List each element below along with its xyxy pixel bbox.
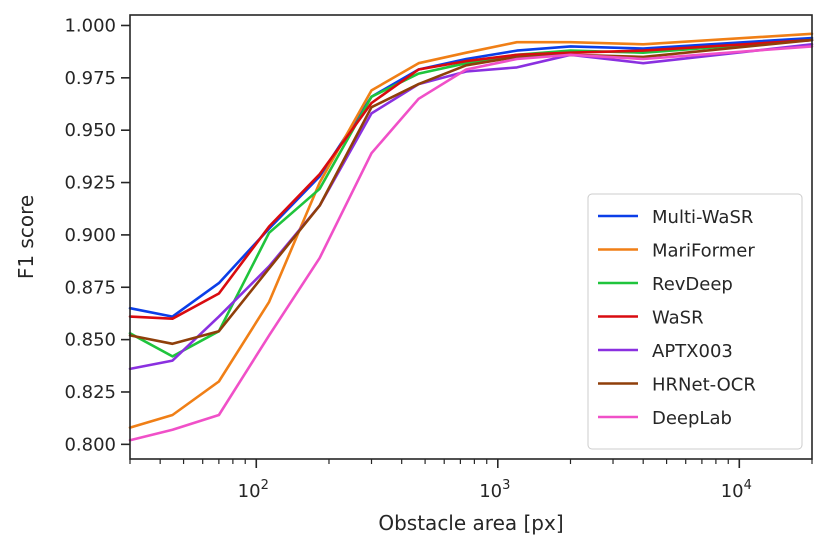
legend-label-4: APTX003 (652, 341, 733, 362)
series-line-1 (128, 32, 814, 429)
chart-marks (128, 32, 814, 442)
y-tick-label-6: 0.950 (64, 120, 116, 141)
y-tick-label-8: 1.000 (64, 15, 116, 36)
series-line-6 (128, 45, 814, 442)
legend-label-1: MariFormer (652, 241, 755, 262)
legend-label-5: HRNet-OCR (652, 375, 756, 396)
y-axis: 0.800 0.825 0.850 0.875 0.900 0.925 0.950 0.975… (64, 15, 130, 455)
x-tick-exponent: 4 (744, 478, 752, 493)
x-tick-label-2: 104 (721, 478, 752, 502)
y-tick-label-2: 0.850 (64, 330, 116, 351)
x-tick-exponent: 3 (502, 478, 510, 493)
y-tick-label-3: 0.875 (64, 277, 116, 298)
y-tick-label-1: 0.825 (64, 382, 116, 403)
y-axis-label: F1 score (14, 195, 38, 279)
legend-label-6: DeepLab (652, 408, 732, 429)
x-tick-exponent: 2 (261, 478, 269, 493)
x-tick-label-1: 103 (479, 478, 510, 502)
x-axis-label: Obstacle area [px] (378, 511, 563, 535)
y-tick-label-0: 0.800 (64, 434, 116, 455)
legend-label-3: WaSR (652, 308, 704, 329)
y-tick-label-5: 0.925 (64, 173, 116, 194)
series-line-0 (128, 36, 814, 318)
legend-box (587, 193, 803, 450)
legend-label-2: RevDeep (652, 274, 733, 295)
y-tick-label-7: 0.975 (64, 68, 116, 89)
series-line-3 (128, 38, 814, 321)
plot-frame (129, 14, 813, 460)
legend-label-0: Multi-WaSR (652, 207, 753, 228)
x-axis: 102 103 104 (129, 459, 813, 502)
legend: Multi-WaSR MariFormer RevDeep WaSR APTX003 HR… (587, 193, 803, 450)
y-tick-label-4: 0.900 (64, 225, 116, 246)
x-tick-label-0: 102 (238, 478, 269, 502)
